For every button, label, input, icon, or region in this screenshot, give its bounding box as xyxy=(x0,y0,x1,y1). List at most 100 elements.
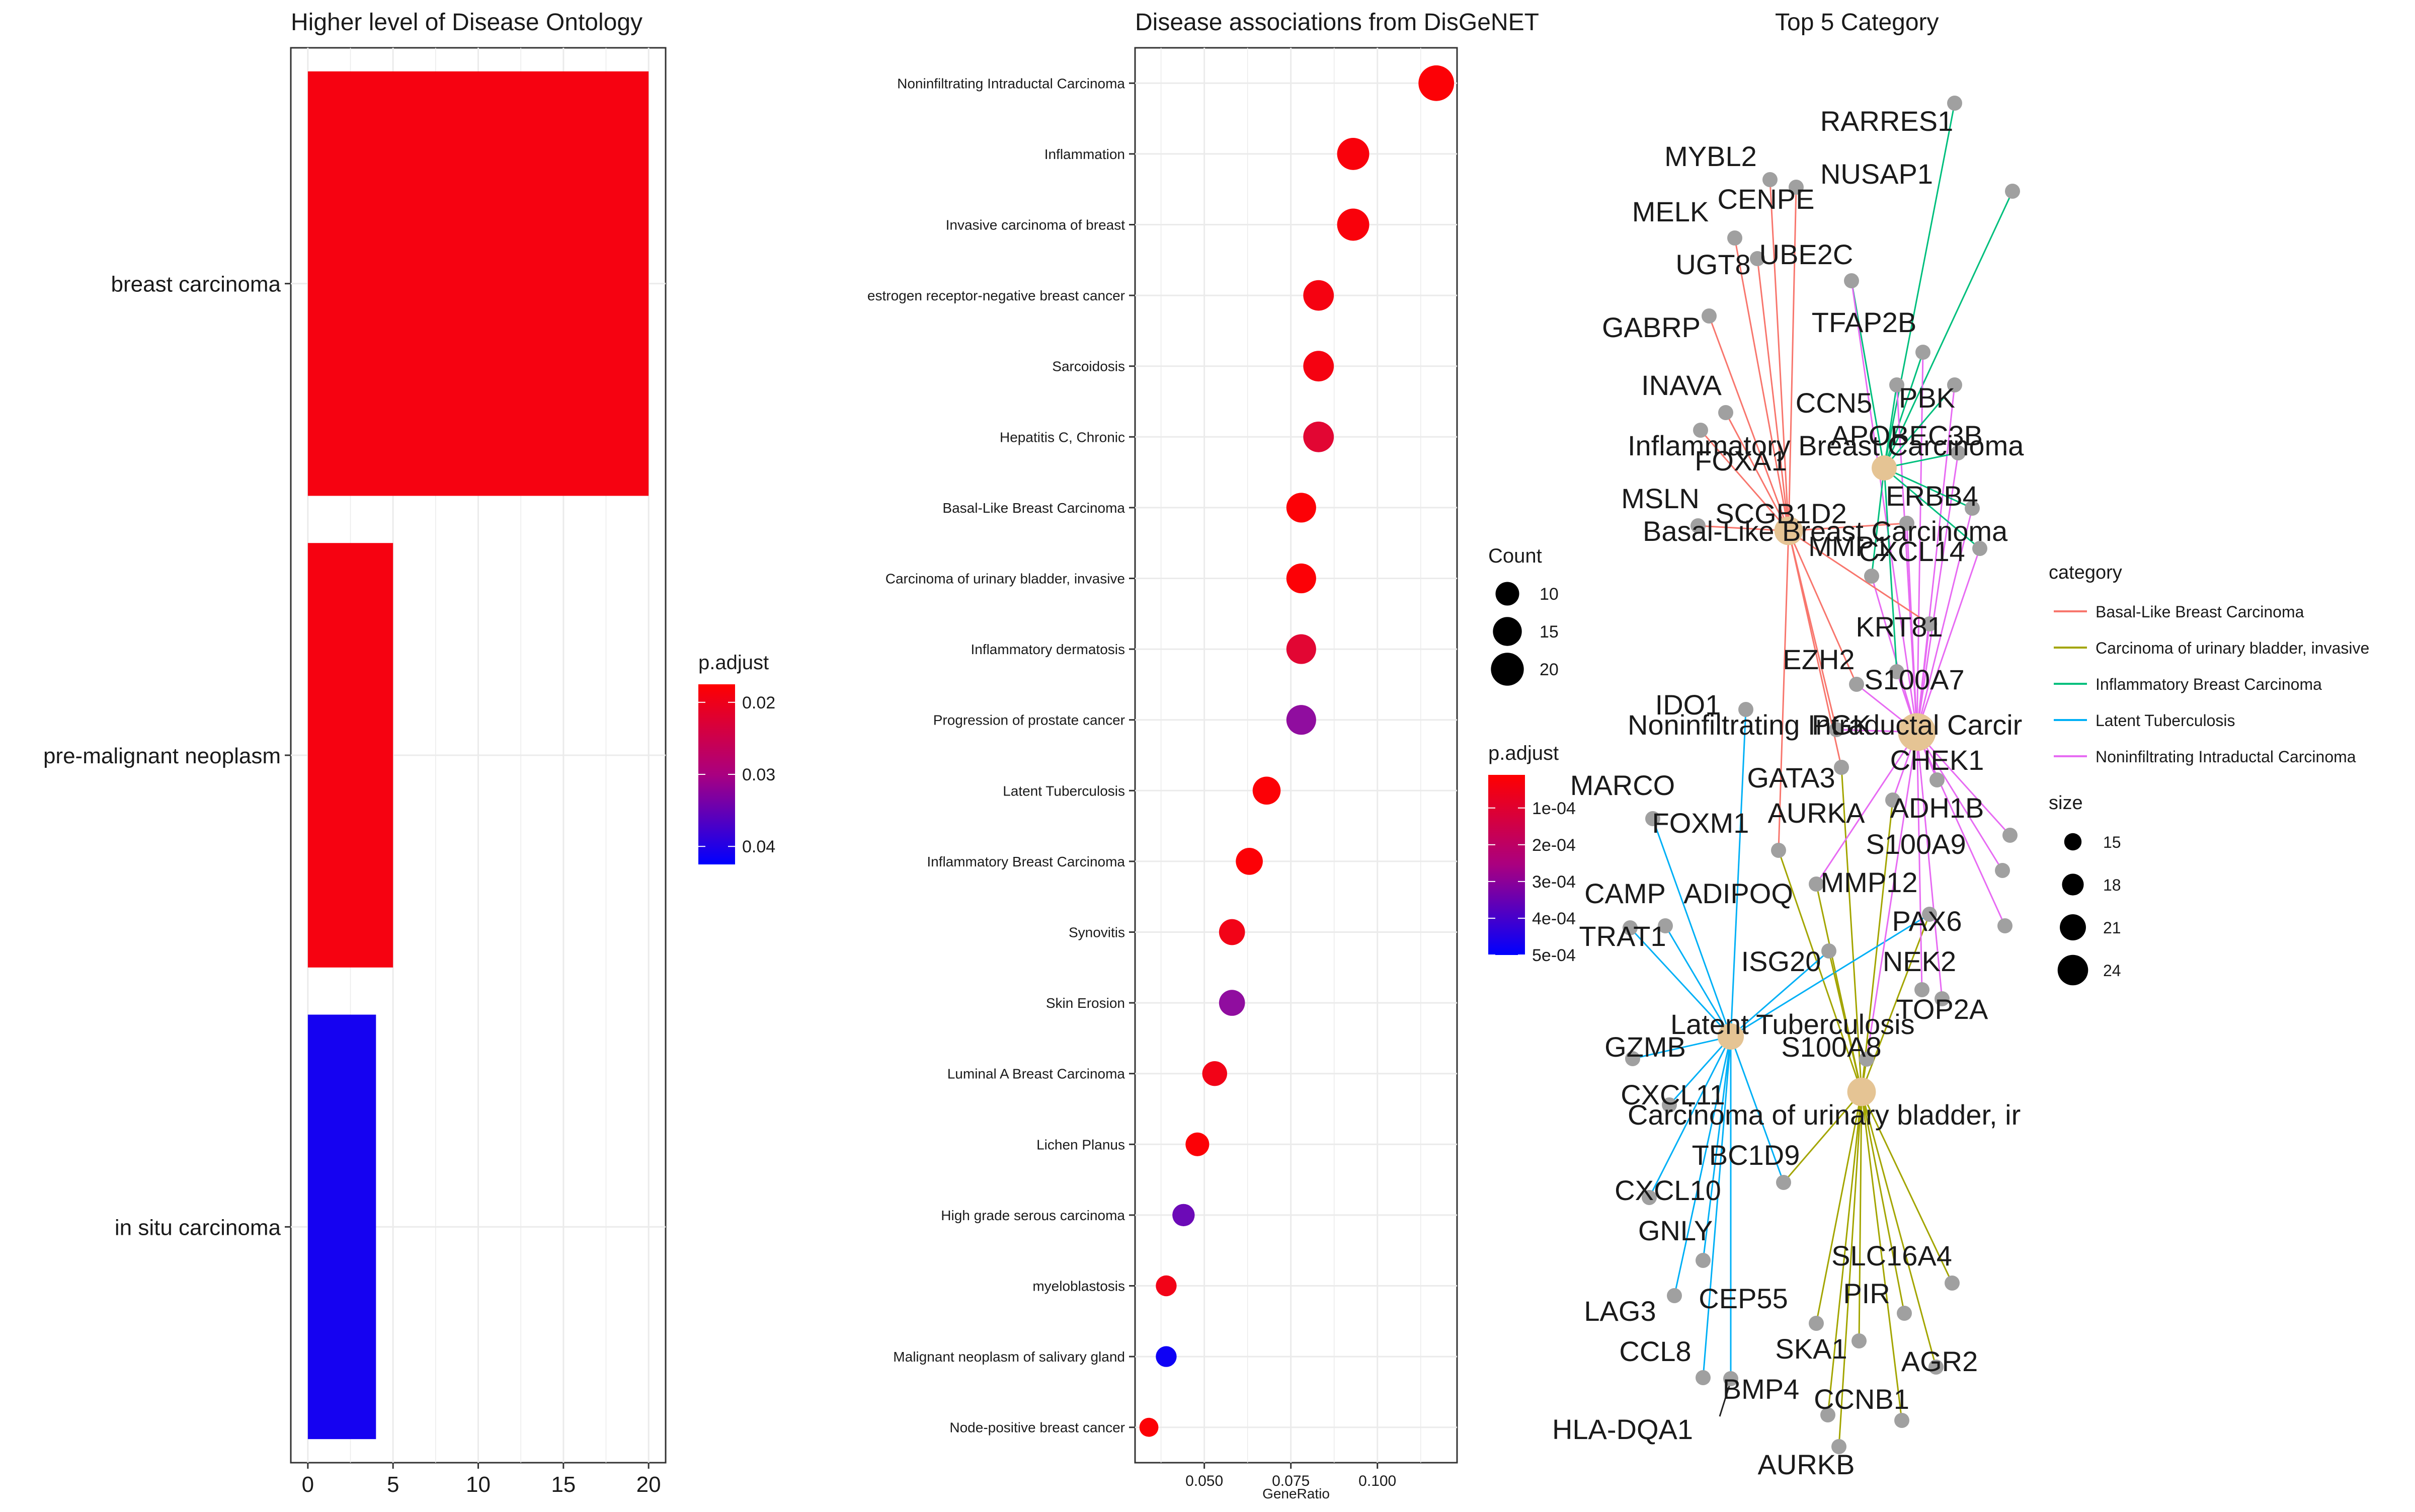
network-edge xyxy=(1815,1091,1863,1324)
gene-label: BMP4 xyxy=(1723,1373,1800,1405)
gene-node xyxy=(1945,1276,1960,1291)
network-edge xyxy=(1788,530,1858,685)
y-tick-label: Progression of prostate cancer xyxy=(933,712,1125,728)
y-tick-label: Inflammatory Breast Carcinoma xyxy=(927,854,1125,869)
legend-label: 10 xyxy=(1540,585,1559,604)
network-edge xyxy=(1906,523,1918,733)
dot xyxy=(1185,1132,1210,1156)
legend-title: Count xyxy=(1488,545,1542,567)
network-edge xyxy=(1730,950,1829,1038)
dot xyxy=(1172,1204,1195,1227)
legend-label: 15 xyxy=(1540,622,1559,642)
gene-label: MYBL2 xyxy=(1664,140,1757,172)
gene-label: CENPE xyxy=(1718,183,1815,215)
legend-dot xyxy=(1491,653,1524,686)
gene-node xyxy=(1997,918,2013,933)
gene-node xyxy=(1995,863,2010,878)
gene-node xyxy=(2005,184,2020,199)
network-nodes xyxy=(1623,96,2020,1454)
legend-tick-label: 0.02 xyxy=(742,693,775,712)
legend-items: 10 15 20 xyxy=(1491,582,1559,686)
network-edge xyxy=(1648,1036,1732,1198)
y-tick-label: Inflammation xyxy=(1044,146,1125,162)
legend-title: size xyxy=(2049,792,2083,814)
count-legend: Count 10 15 20 xyxy=(1488,545,1559,686)
network-edge xyxy=(1850,280,1885,468)
gene-label: APOBEC3B xyxy=(1831,420,1983,451)
network-edge xyxy=(1884,452,1959,469)
gene-label: TFAP2B xyxy=(1812,306,1917,338)
legend-tick-label: 0.04 xyxy=(742,837,775,856)
x-tick-label: 20 xyxy=(636,1472,661,1497)
network-edge xyxy=(1734,237,1790,531)
gene-node xyxy=(1658,918,1673,933)
network-edge xyxy=(1861,1091,1905,1314)
gene-node xyxy=(1935,991,1950,1006)
network-edge xyxy=(1916,732,1943,999)
gene-node xyxy=(1696,1370,1711,1385)
gene-node xyxy=(1789,180,1804,195)
padjust-legend: p.adjust 1e-04 2e-04 3e-04 4e-04 5e-04 xyxy=(1488,742,1576,965)
dot xyxy=(1236,848,1263,875)
gene-node xyxy=(1894,1413,1909,1428)
gene-node xyxy=(1750,251,1765,266)
network-edge xyxy=(1838,1091,1863,1447)
category-node xyxy=(1898,713,1936,751)
y-axis-tick-labels: breast carcinoma pre-malignant neoplasm in… xyxy=(43,272,291,1240)
category-node xyxy=(1774,516,1803,545)
x-tick-label: 5 xyxy=(387,1472,399,1497)
network-edge xyxy=(1883,384,1898,468)
legend-tick-label: 2e-04 xyxy=(1532,836,1576,855)
category-label: Latent Tuberculosis xyxy=(1670,1008,1915,1040)
gene-node xyxy=(1771,843,1786,858)
gene-node xyxy=(1889,377,1904,392)
network-edge xyxy=(1769,179,1790,531)
gene-label: CCN5 xyxy=(1796,387,1872,419)
gene-node xyxy=(1691,518,1706,533)
network-edge xyxy=(1632,1036,1731,1060)
gene-node xyxy=(1642,1190,1657,1205)
network-edge xyxy=(1698,525,1789,532)
network-edge xyxy=(1827,1091,1863,1415)
gene-node xyxy=(1645,811,1660,826)
network-edge xyxy=(1866,732,1918,1060)
category-label: Carcinoma of urinary bladder, ir xyxy=(1628,1099,2021,1131)
dot xyxy=(1139,1417,1159,1437)
gene-label: GZMB xyxy=(1604,1031,1686,1063)
network-edge xyxy=(1730,913,1930,1038)
network-edge xyxy=(1916,352,1924,733)
y-tick-label: Invasive carcinoma of breast xyxy=(946,217,1125,233)
legend-dot xyxy=(1493,617,1522,646)
network-edge xyxy=(1702,1036,1732,1378)
gene-label: AURKA xyxy=(1768,797,1866,829)
y-tick-label: Basal-Like Breast Carcinoma xyxy=(942,500,1125,516)
category-node xyxy=(1847,1077,1876,1106)
gene-label: FOXM1 xyxy=(1652,807,1749,839)
gene-label: EZH2 xyxy=(1783,644,1855,675)
network-edge xyxy=(1778,850,1863,1092)
network-edge xyxy=(1883,384,1956,468)
network-edge xyxy=(1861,1091,1953,1284)
y-tick-label: Latent Tuberculosis xyxy=(1003,783,1125,799)
y-tick-label: Sarcoidosis xyxy=(1052,359,1125,374)
network-edge xyxy=(1916,731,2011,836)
dot xyxy=(1219,919,1245,945)
bar xyxy=(307,1014,376,1440)
dot xyxy=(1303,280,1334,311)
legend-tick-label: 4e-04 xyxy=(1532,909,1576,928)
legend-items: Basal-Like Breast Carcinoma Carcinoma of … xyxy=(2054,603,2369,766)
gene-label: AURKB xyxy=(1758,1449,1855,1480)
y-tick-label: Synovitis xyxy=(1069,925,1125,940)
legend-tick-label: 3e-04 xyxy=(1532,872,1576,892)
y-tick-label: Luminal A Breast Carcinoma xyxy=(947,1066,1125,1082)
network-edge xyxy=(1725,412,1790,531)
bar xyxy=(307,71,649,496)
gene-node xyxy=(1922,616,1937,631)
gene-node xyxy=(1625,1051,1640,1066)
gene-node xyxy=(1702,308,1717,324)
gene-node xyxy=(1972,541,1987,556)
gene-label: GATA3 xyxy=(1747,762,1835,793)
gene-node xyxy=(1947,377,1962,392)
gene-node xyxy=(1727,230,1742,246)
gene-label: CAMP xyxy=(1584,878,1666,909)
